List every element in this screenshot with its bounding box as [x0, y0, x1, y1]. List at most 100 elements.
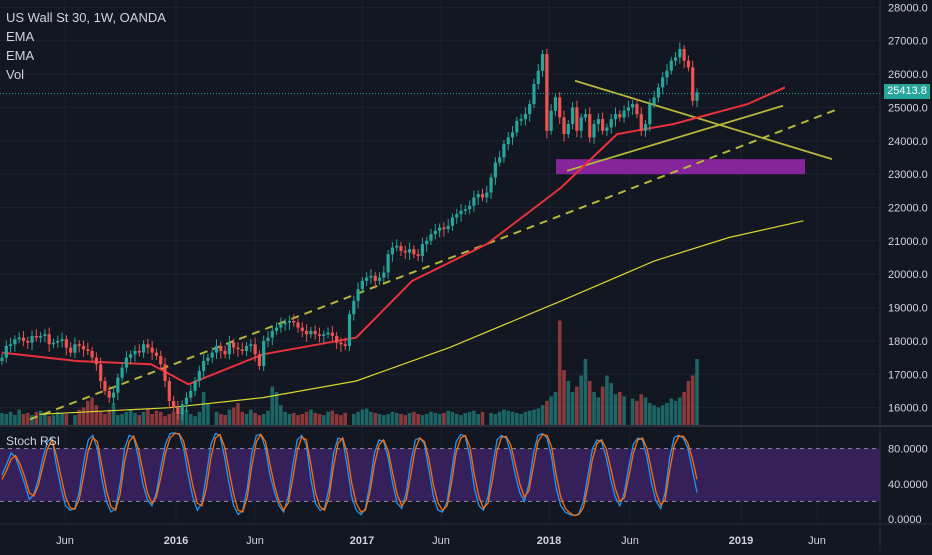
volume-bar: [55, 411, 60, 425]
x-tick-label: Jun: [246, 535, 264, 547]
ema-lines: [1, 86, 804, 415]
x-tick-label: Jun: [808, 535, 826, 547]
support-zone-box: [556, 159, 805, 175]
volume-bar: [356, 411, 360, 425]
volume-bar: [394, 412, 399, 425]
candle-body: [141, 344, 146, 353]
volume-bar: [111, 403, 116, 425]
y-tick-label: 28000.0: [888, 2, 928, 14]
volume-bar: [343, 412, 348, 425]
volume-bars: [0, 320, 699, 425]
candle-body: [262, 340, 266, 366]
rsi-y-tick-label: 80.0000: [888, 444, 928, 456]
volume-bar: [227, 409, 232, 425]
volume-bar: [150, 414, 154, 425]
volume-bar: [373, 412, 378, 425]
volume-bar: [171, 411, 176, 425]
volume-bar: [30, 415, 34, 425]
volume-bar: [386, 414, 390, 425]
volume-bar: [317, 414, 322, 425]
volume-bar: [231, 407, 236, 425]
volume-bar: [592, 392, 596, 425]
candle-body: [510, 132, 515, 138]
candle-body: [94, 357, 98, 365]
candle-body: [124, 357, 129, 368]
volume-bar: [476, 414, 481, 425]
y-tick-label: 16000.0: [888, 403, 928, 415]
volume-bar: [17, 409, 21, 425]
volume-bar: [21, 414, 26, 425]
volume-bar: [690, 375, 695, 425]
volume-bar: [489, 412, 493, 425]
candle-body: [493, 162, 497, 178]
candle-body: [347, 314, 352, 346]
candle-body: [111, 392, 116, 398]
candle-body: [26, 340, 30, 343]
volume-bar: [523, 411, 528, 425]
volume-bar: [390, 411, 395, 425]
candle-body: [459, 210, 463, 215]
candle-body: [515, 120, 519, 133]
volume-bar: [656, 407, 661, 425]
candle-body: [631, 104, 635, 108]
candle-body: [665, 70, 669, 78]
volume-bar: [600, 386, 605, 425]
candle-body: [352, 300, 356, 315]
candle-body: [566, 124, 570, 135]
triangle-upper-line: [574, 79, 833, 160]
volume-bar: [665, 403, 669, 425]
candle-body: [446, 225, 450, 230]
volume-bar: [532, 409, 536, 425]
candle-body: [673, 57, 678, 61]
y-tick-label: 20000.0: [888, 269, 928, 281]
candle-body: [304, 330, 309, 335]
volume-bar: [579, 375, 583, 425]
candle-body: [618, 114, 622, 118]
candle-body: [317, 334, 322, 336]
candle-body: [219, 345, 223, 351]
volume-bar: [407, 412, 412, 425]
volume-bar: [605, 375, 609, 425]
volume-bar: [437, 414, 442, 425]
candle-body: [485, 192, 489, 198]
volume-bar: [197, 411, 202, 425]
x-tick-label: 2019: [729, 535, 753, 547]
candle-body: [643, 124, 648, 131]
volume-bar: [249, 409, 253, 425]
volume-bar: [184, 409, 189, 425]
candle-body: [433, 230, 437, 235]
candle-body: [184, 397, 189, 405]
volume-bar: [218, 414, 223, 425]
candle-body: [159, 355, 163, 365]
volume-bar: [326, 411, 330, 425]
legend-title: US Wall St 30, 1W, OANDA: [6, 10, 166, 25]
candle-body: [202, 360, 206, 371]
candle-body: [579, 117, 583, 131]
volume-bar: [304, 411, 309, 425]
candle-body: [313, 330, 317, 335]
ema-slow-line: [39, 220, 804, 415]
candle-body: [656, 87, 660, 98]
candle-body: [249, 344, 253, 346]
volume-bar: [163, 416, 167, 425]
volume-bar: [510, 411, 515, 425]
volume-bar: [206, 403, 210, 425]
candle-body: [197, 370, 201, 381]
candle-body: [390, 247, 395, 255]
volume-bar: [291, 412, 296, 425]
candle-body: [437, 227, 442, 231]
candle-body: [635, 104, 639, 115]
volume-bar: [0, 412, 4, 425]
volume-bar: [223, 415, 227, 425]
candle-body: [463, 209, 467, 211]
triangle-lower-line: [566, 104, 784, 172]
volume-bar: [313, 412, 317, 425]
volume-bar: [682, 392, 686, 425]
volume-bar: [154, 410, 159, 425]
rsi-y-tick-label: 0.0000: [888, 514, 922, 526]
candle-body: [450, 217, 455, 226]
candle-body: [99, 364, 103, 381]
candle-body: [30, 335, 34, 343]
volume-bar: [309, 409, 313, 425]
